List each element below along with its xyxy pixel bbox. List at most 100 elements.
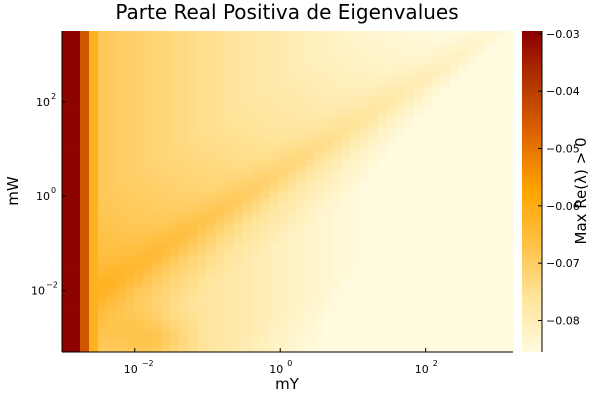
heatmap-cell	[188, 339, 198, 346]
heatmap-cell	[485, 313, 496, 321]
heatmap-cell	[422, 43, 433, 51]
heatmap-cell	[368, 274, 379, 282]
heatmap-cell	[404, 307, 415, 314]
heatmap-cell	[332, 95, 343, 103]
heatmap-cell	[125, 255, 135, 263]
heatmap-cell	[143, 31, 153, 38]
heatmap-cell	[161, 75, 171, 83]
heatmap-cell	[152, 159, 162, 167]
heatmap-cell	[476, 191, 487, 199]
heatmap-cell	[431, 63, 442, 70]
heatmap-cell	[377, 281, 388, 289]
heatmap-cell	[197, 223, 207, 231]
heatmap-cell	[107, 152, 117, 160]
heatmap-cell	[206, 274, 216, 282]
heatmap-cell	[422, 204, 433, 212]
heatmap-cell	[152, 249, 162, 257]
heatmap-cell	[494, 88, 505, 96]
heatmap-cell	[458, 268, 469, 276]
heatmap-cell	[62, 294, 72, 302]
heatmap-cell	[386, 274, 397, 282]
heatmap-cell	[296, 69, 306, 77]
heatmap-cell	[377, 82, 388, 90]
heatmap-cell	[215, 210, 225, 218]
heatmap-cell	[269, 332, 279, 340]
heatmap-cell	[314, 101, 324, 109]
heatmap-cell	[377, 287, 388, 295]
heatmap-cell	[215, 56, 225, 64]
heatmap-cell	[116, 56, 126, 64]
heatmap-cell	[413, 140, 424, 147]
heatmap-cell	[305, 133, 315, 141]
heatmap-cell	[197, 165, 207, 173]
heatmap-cell	[332, 319, 343, 327]
heatmap-cell	[260, 101, 270, 109]
heatmap-cell	[350, 172, 361, 180]
heatmap-cell	[80, 274, 90, 282]
heatmap-cell	[440, 255, 451, 263]
heatmap-cell	[134, 249, 144, 257]
heatmap-cell	[152, 326, 162, 334]
heatmap-cell	[107, 63, 117, 70]
heatmap-cell	[278, 255, 288, 263]
heatmap-cell	[440, 63, 451, 70]
heatmap-cell	[377, 255, 388, 263]
heatmap-cell	[305, 319, 315, 327]
heatmap-cell	[377, 185, 388, 192]
heatmap-cell	[98, 146, 108, 154]
heatmap-cell	[449, 146, 460, 154]
heatmap-cell	[332, 69, 343, 77]
heatmap-cell	[476, 82, 487, 90]
heatmap-cell	[278, 197, 288, 205]
heatmap-cell	[197, 63, 207, 70]
heatmap-cell	[314, 339, 324, 346]
heatmap-cell	[287, 287, 297, 295]
heatmap-cell	[485, 114, 496, 122]
heatmap-cell	[467, 31, 478, 38]
heatmap-cell	[287, 339, 297, 346]
heatmap-cell	[98, 294, 108, 302]
heatmap-cell	[242, 339, 252, 346]
heatmap-cell	[296, 332, 306, 340]
heatmap-cell	[440, 88, 451, 96]
heatmap-cell	[386, 210, 397, 218]
heatmap-cell	[287, 152, 297, 160]
heatmap-cell	[386, 268, 397, 276]
heatmap-cell	[215, 274, 225, 282]
heatmap-cell	[323, 255, 333, 263]
heatmap-cell	[80, 223, 90, 231]
heatmap-cell	[206, 210, 216, 218]
heatmap-cell	[134, 108, 144, 115]
heatmap-cell	[80, 339, 90, 346]
heatmap-cell	[71, 152, 81, 160]
heatmap-cell	[305, 268, 315, 276]
heatmap-cell	[503, 191, 514, 199]
x-tick-exponent: −2	[142, 359, 154, 368]
heatmap-cell	[323, 268, 333, 276]
heatmap-cell	[161, 146, 171, 154]
heatmap-cell	[377, 165, 388, 173]
heatmap-cell	[233, 75, 243, 83]
heatmap-cell	[287, 191, 297, 199]
heatmap-cell	[215, 152, 225, 160]
heatmap-cell	[404, 294, 415, 302]
heatmap-cell	[476, 140, 487, 147]
heatmap-cell	[431, 69, 442, 77]
heatmap-cell	[179, 140, 189, 147]
heatmap-cell	[332, 31, 343, 38]
heatmap-cell	[260, 294, 270, 302]
heatmap-cell	[350, 146, 361, 154]
heatmap-cell	[197, 345, 207, 353]
heatmap-cell	[503, 339, 514, 346]
heatmap-cell	[350, 236, 361, 244]
heatmap-cell	[242, 37, 252, 45]
heatmap-cell	[467, 281, 478, 289]
heatmap-cell	[350, 133, 361, 141]
heatmap-cell	[332, 120, 343, 128]
heatmap-cell	[404, 172, 415, 180]
heatmap-cell	[422, 300, 433, 308]
heatmap-cell	[251, 172, 261, 180]
heatmap-cell	[503, 223, 514, 231]
heatmap-cell	[89, 191, 99, 199]
heatmap-cell	[359, 210, 370, 218]
